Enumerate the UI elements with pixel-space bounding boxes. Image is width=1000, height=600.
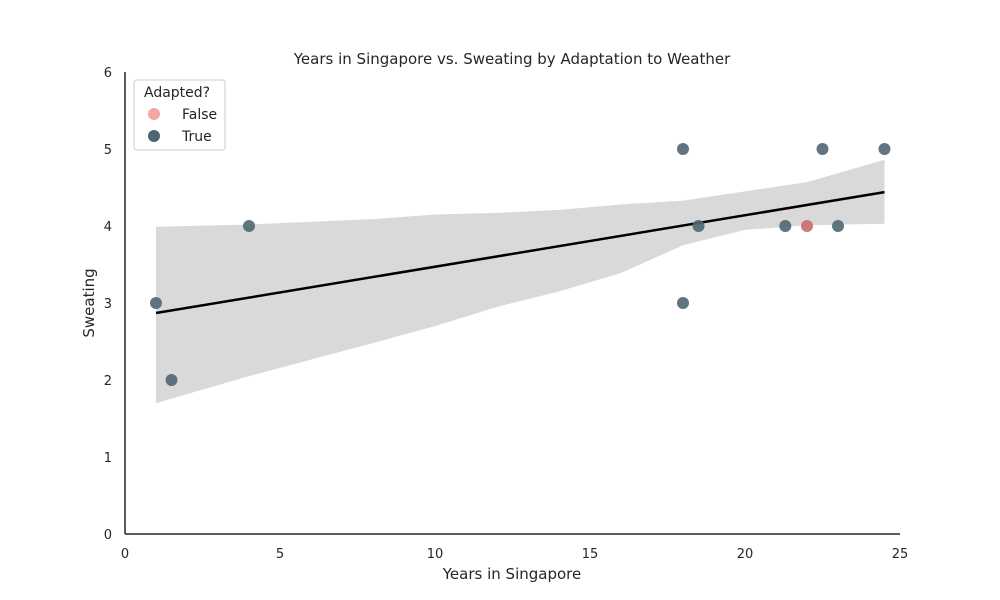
- legend: Adapted? False True: [133, 79, 226, 151]
- data-point-true: [150, 297, 162, 309]
- legend-marker-false: [148, 108, 160, 120]
- x-tick-label: 10: [427, 547, 444, 562]
- x-tick-label: 0: [121, 547, 129, 562]
- x-tick-label: 25: [892, 547, 909, 562]
- data-point-true: [677, 297, 689, 309]
- regression-line: [155, 190, 885, 315]
- confidence-band: [156, 159, 885, 404]
- data-point-true: [832, 220, 844, 232]
- data-point-true: [779, 220, 792, 232]
- x-axis-label: Years in Singapore: [442, 565, 581, 583]
- y-tick-label: 6: [104, 66, 112, 81]
- data-point-true: [816, 143, 829, 155]
- data-point-true: [677, 143, 689, 155]
- legend-label-true: True: [181, 129, 212, 145]
- legend-label-false: False: [182, 107, 217, 123]
- y-tick-label: 0: [104, 528, 112, 543]
- data-points-layer: [150, 143, 891, 386]
- y-axis-label: Sweating: [80, 268, 98, 337]
- y-tick-label: 5: [104, 143, 112, 158]
- confidence-band-layer: [156, 159, 885, 404]
- regression-line-layer: [155, 190, 885, 315]
- data-point-true: [243, 220, 255, 232]
- x-tick-label: 20: [737, 547, 754, 562]
- x-tick-label: 15: [582, 547, 599, 562]
- x-tick-label: 5: [276, 547, 284, 562]
- data-point-true: [165, 374, 178, 386]
- data-point-true: [692, 220, 705, 232]
- chart-title: Years in Singapore vs. Sweating by Adapt…: [293, 50, 731, 68]
- x-tick-labels: 0 5 10 15 20 25: [121, 547, 908, 562]
- data-point-true: [878, 143, 891, 155]
- legend-marker-true: [148, 130, 160, 142]
- legend-title: Adapted?: [144, 85, 210, 101]
- data-point-false: [801, 220, 813, 232]
- y-tick-labels: 0 1 2 3 4 5 6: [104, 66, 112, 543]
- y-tick-label: 4: [104, 220, 112, 235]
- y-tick-label: 3: [104, 297, 112, 312]
- y-tick-label: 2: [104, 374, 112, 389]
- y-tick-label: 1: [104, 451, 112, 466]
